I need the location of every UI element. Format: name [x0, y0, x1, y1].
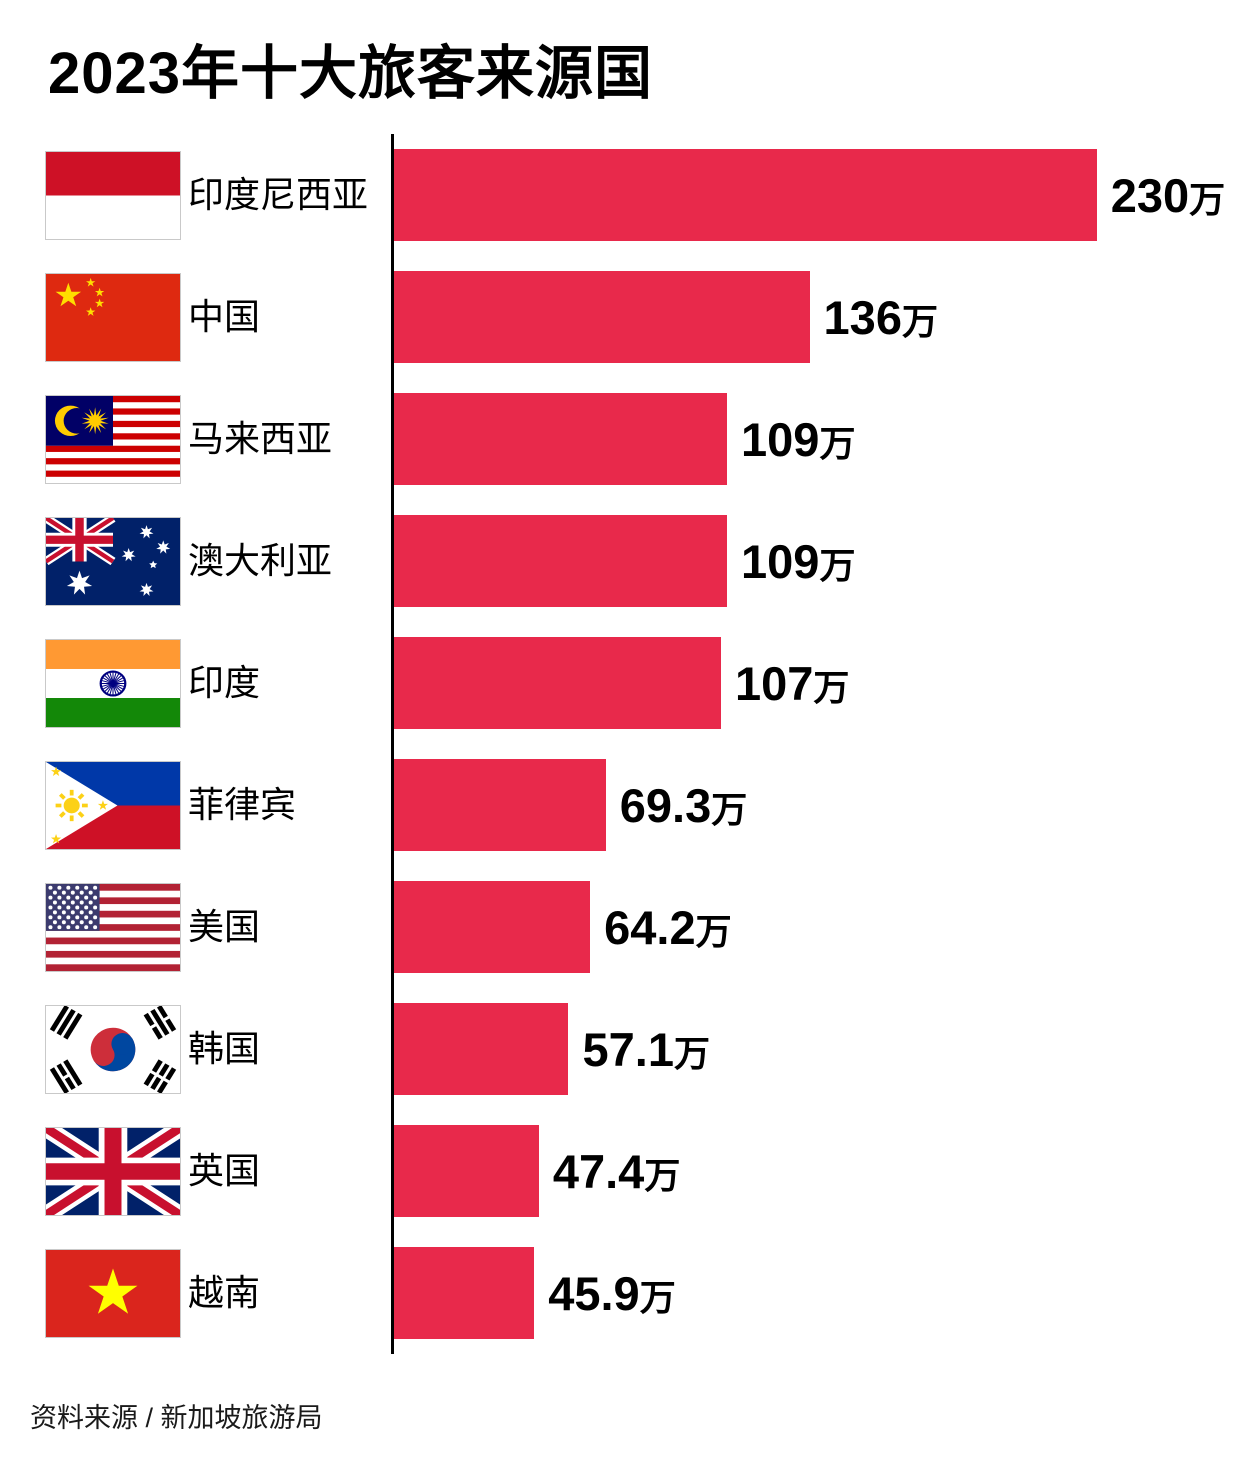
bar-value-unit: 万 — [901, 300, 938, 342]
bar — [394, 271, 810, 363]
chart-row: 马来西亚 109万 — [0, 378, 1251, 500]
country-label: 越南 — [188, 1273, 261, 1313]
bar-value-label: 57.1万 — [582, 1022, 710, 1077]
flag-india-icon — [45, 638, 181, 728]
bar-value-number: 64.2 — [604, 900, 696, 954]
bar — [394, 1003, 569, 1095]
bar-value-number: 47.4 — [552, 1144, 645, 1198]
bar-value-number: 57.1 — [582, 1022, 674, 1076]
chart-title: 2023年十大旅客来源国 — [48, 41, 654, 106]
chart-row: 澳大利亚 109万 — [0, 500, 1251, 622]
chart-row: 美国 64.2万 — [0, 866, 1251, 988]
bar-value-label: 107万 — [735, 656, 849, 711]
bar-value-number: 230 — [1110, 168, 1190, 222]
bar-value-number: 69.3 — [619, 778, 712, 832]
flag-malaysia-icon — [45, 394, 181, 484]
chart-row: 越南 45.9万 — [0, 1232, 1251, 1354]
bar-value-unit: 万 — [819, 422, 856, 464]
chart-row: 中国 136万 — [0, 256, 1251, 378]
bar-value-unit: 万 — [695, 910, 732, 952]
flag-uk-icon — [45, 1126, 181, 1216]
country-label: 韩国 — [188, 1029, 261, 1069]
source-note: 资料来源 / 新加坡旅游局 — [30, 1403, 323, 1433]
country-label: 马来西亚 — [188, 419, 333, 459]
bar-value-number: 45.9 — [548, 1266, 640, 1320]
bar-value-label: 45.9万 — [548, 1266, 676, 1321]
flag-philippines-icon — [45, 760, 181, 850]
bar-value-label: 64.2万 — [604, 900, 732, 955]
bar-value-unit: 万 — [673, 1032, 710, 1074]
chart-row: 印度尼西亚 230万 — [0, 134, 1251, 256]
bar-value-label: 109万 — [741, 534, 855, 589]
flag-south-korea-icon — [45, 1004, 181, 1094]
country-label: 菲律宾 — [188, 785, 297, 825]
flag-indonesia-icon — [45, 150, 181, 240]
bar-value-number: 136 — [823, 290, 902, 344]
bar — [394, 637, 721, 729]
bar — [394, 393, 728, 485]
bar-track: 109万 — [391, 500, 1251, 622]
country-label: 中国 — [188, 297, 261, 337]
chart-row: 菲律宾 69.3万 — [0, 744, 1251, 866]
bar-track: 230万 — [391, 134, 1251, 256]
chart-row: 英国 47.4万 — [0, 1110, 1251, 1232]
country-label: 美国 — [188, 907, 261, 947]
bar-value-number: 107 — [734, 656, 814, 710]
bar-track: 107万 — [391, 622, 1251, 744]
bar — [394, 1125, 539, 1217]
bar — [394, 881, 591, 973]
country-label: 印度 — [188, 663, 261, 703]
bar-value-label: 136万 — [824, 290, 938, 345]
bar-track: 47.4万 — [391, 1110, 1251, 1232]
bar-value-unit: 万 — [1189, 178, 1226, 220]
bar-track: 45.9万 — [391, 1232, 1251, 1354]
flag-china-icon — [45, 272, 181, 362]
country-label: 英国 — [188, 1151, 261, 1191]
chart-row: 韩国 57.1万 — [0, 988, 1251, 1110]
bar-value-number: 109 — [741, 412, 820, 466]
bar-value-unit: 万 — [711, 788, 748, 830]
bar-value-unit: 万 — [819, 544, 856, 586]
bar — [394, 759, 606, 851]
bar — [394, 149, 1097, 241]
bar-track: 64.2万 — [391, 866, 1251, 988]
flag-australia-icon — [45, 516, 181, 606]
bar-value-label: 230万 — [1111, 168, 1225, 223]
flag-usa-icon — [45, 882, 181, 972]
bar-value-unit: 万 — [644, 1154, 681, 1196]
bar — [394, 515, 728, 607]
chart-rows: 印度尼西亚 230万 中国 136万 马来西亚 109万 澳大利亚 109万 印度 107万 菲律宾… — [0, 134, 1251, 1354]
bar-value-label: 109万 — [741, 412, 855, 467]
country-label: 澳大利亚 — [188, 541, 333, 581]
flag-vietnam-icon — [45, 1248, 181, 1338]
bar — [394, 1247, 535, 1339]
bar-value-label: 47.4万 — [553, 1144, 681, 1199]
chart-row: 印度 107万 — [0, 622, 1251, 744]
bar-value-unit: 万 — [639, 1276, 676, 1318]
bar-track: 57.1万 — [391, 988, 1251, 1110]
bar-value-number: 109 — [741, 534, 820, 588]
country-label: 印度尼西亚 — [188, 175, 369, 215]
bar-value-unit: 万 — [813, 666, 850, 708]
bar-track: 69.3万 — [391, 744, 1251, 866]
bar-value-label: 69.3万 — [620, 778, 748, 833]
bar-track: 136万 — [391, 256, 1251, 378]
bar-track: 109万 — [391, 378, 1251, 500]
